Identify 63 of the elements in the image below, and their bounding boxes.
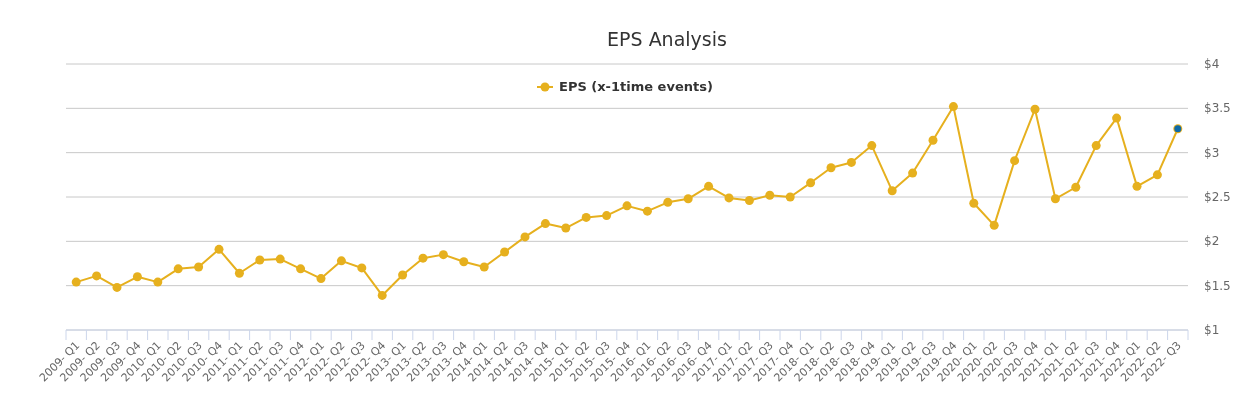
point bbox=[92, 271, 102, 281]
point bbox=[887, 186, 897, 196]
point bbox=[1010, 156, 1020, 166]
point bbox=[234, 268, 244, 278]
y-tick-label: $2 bbox=[1204, 234, 1220, 249]
point bbox=[908, 168, 918, 178]
point bbox=[1152, 170, 1162, 180]
point bbox=[683, 194, 693, 204]
point bbox=[438, 250, 448, 260]
point bbox=[296, 264, 306, 274]
y-tick-label: $2.5 bbox=[1204, 190, 1231, 204]
point bbox=[826, 163, 836, 173]
point bbox=[398, 270, 408, 280]
point bbox=[71, 277, 81, 287]
point bbox=[785, 192, 795, 202]
point bbox=[948, 102, 958, 112]
point bbox=[112, 282, 122, 292]
point bbox=[377, 290, 387, 300]
point bbox=[173, 264, 183, 274]
point bbox=[989, 220, 999, 230]
point bbox=[846, 157, 856, 167]
point bbox=[561, 223, 571, 233]
point bbox=[928, 135, 938, 145]
point bbox=[1112, 113, 1122, 123]
point bbox=[255, 255, 265, 265]
point bbox=[704, 181, 714, 191]
point bbox=[459, 257, 469, 267]
point bbox=[1030, 104, 1040, 114]
point bbox=[520, 232, 530, 242]
point bbox=[765, 190, 775, 200]
y-tick-label: $1 bbox=[1204, 323, 1220, 337]
point bbox=[316, 274, 326, 284]
point bbox=[602, 211, 612, 221]
point bbox=[724, 193, 734, 203]
chart-title: EPS Analysis bbox=[607, 28, 727, 50]
legend-label: EPS (x-1time events) bbox=[559, 79, 713, 94]
point bbox=[969, 198, 979, 208]
point bbox=[194, 262, 204, 272]
point bbox=[663, 197, 673, 207]
y-tick-label: $1.5 bbox=[1204, 278, 1231, 293]
y-tick-label: $4 bbox=[1204, 57, 1220, 71]
point bbox=[275, 254, 285, 264]
point bbox=[642, 206, 652, 216]
point bbox=[867, 141, 877, 151]
point bbox=[622, 201, 632, 211]
point bbox=[418, 253, 428, 263]
point bbox=[132, 272, 142, 282]
point bbox=[357, 263, 367, 273]
point bbox=[1050, 194, 1060, 204]
point bbox=[500, 247, 510, 257]
point bbox=[1071, 182, 1081, 192]
point bbox=[744, 196, 754, 206]
point bbox=[806, 178, 816, 188]
point bbox=[153, 277, 163, 287]
point bbox=[336, 256, 346, 266]
point bbox=[1091, 141, 1101, 151]
y-tick-label: $3 bbox=[1204, 145, 1220, 160]
point bbox=[1132, 181, 1142, 191]
y-tick-label: $3.5 bbox=[1204, 101, 1231, 116]
point bbox=[540, 219, 550, 229]
point bbox=[214, 244, 224, 254]
point bbox=[581, 212, 591, 222]
point bbox=[479, 262, 489, 272]
